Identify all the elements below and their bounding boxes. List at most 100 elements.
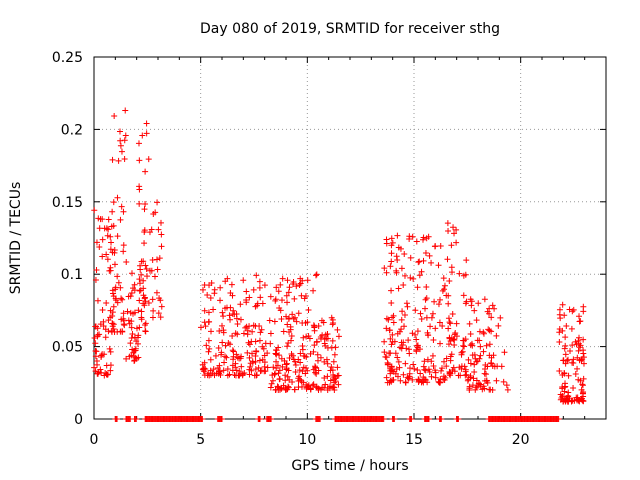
data-point — [133, 416, 140, 422]
data-point — [283, 386, 290, 393]
data-point — [402, 379, 409, 386]
data-point — [112, 295, 119, 302]
data-point — [240, 330, 247, 337]
data-point — [390, 319, 397, 326]
data-point — [556, 325, 563, 332]
data-point — [500, 378, 507, 385]
data-point — [107, 348, 114, 355]
data-point — [246, 366, 253, 373]
data-point — [295, 310, 302, 317]
data-point — [481, 296, 488, 303]
data-point — [114, 194, 121, 201]
data-point — [385, 316, 392, 323]
data-point — [460, 337, 467, 344]
data-point — [428, 314, 435, 321]
data-point — [453, 333, 460, 340]
data-point — [133, 338, 140, 345]
data-point — [292, 369, 299, 376]
data-point — [313, 271, 320, 278]
data-point — [436, 379, 443, 386]
data-point — [447, 320, 454, 327]
data-point — [390, 312, 397, 319]
data-point — [199, 361, 206, 368]
data-point — [136, 297, 143, 304]
data-point — [466, 320, 473, 327]
data-point — [418, 379, 425, 386]
data-point — [222, 353, 229, 360]
data-point — [495, 322, 502, 329]
data-point — [208, 279, 215, 286]
data-point — [462, 366, 469, 373]
data-point — [93, 358, 100, 365]
data-point — [381, 338, 388, 345]
data-point — [92, 277, 99, 284]
data-point — [261, 282, 268, 289]
data-point — [252, 366, 259, 373]
data-point — [404, 374, 411, 381]
data-point — [96, 243, 103, 250]
data-point — [448, 335, 455, 342]
data-point — [255, 364, 262, 371]
data-point — [440, 275, 447, 282]
data-point — [580, 375, 587, 382]
data-point — [250, 286, 257, 293]
data-point — [430, 363, 437, 370]
data-point — [404, 303, 411, 310]
data-point — [238, 363, 245, 370]
data-point — [154, 266, 161, 273]
data-point — [257, 368, 264, 375]
data-point — [142, 200, 149, 207]
data-point — [243, 288, 250, 295]
data-point — [314, 351, 321, 358]
data-point — [145, 156, 152, 163]
data-point — [556, 339, 563, 346]
data-point — [448, 242, 455, 249]
data-point — [398, 326, 405, 333]
data-point — [320, 319, 327, 326]
data-point — [463, 298, 470, 305]
data-point — [237, 316, 244, 323]
data-point — [470, 375, 477, 382]
data-point — [273, 284, 280, 291]
data-point — [229, 332, 236, 339]
data-point — [445, 315, 452, 322]
data-point — [286, 354, 293, 361]
data-point — [286, 376, 293, 383]
data-point — [447, 353, 454, 360]
data-point — [133, 355, 140, 362]
data-point — [157, 314, 164, 321]
data-point — [276, 375, 283, 382]
data-point — [128, 290, 135, 297]
data-point — [330, 358, 337, 365]
data-point — [136, 200, 143, 207]
data-point — [112, 284, 119, 291]
data-point — [570, 384, 577, 391]
data-point — [313, 370, 320, 377]
data-point — [274, 383, 281, 390]
data-point — [277, 281, 284, 288]
data-point — [403, 345, 410, 352]
data-point — [140, 258, 147, 265]
data-point — [315, 367, 322, 374]
data-point — [132, 354, 139, 361]
data-point — [115, 279, 122, 286]
data-point — [414, 366, 421, 373]
data-point — [448, 264, 455, 271]
data-point — [335, 333, 342, 340]
data-point — [141, 240, 148, 247]
data-point — [117, 142, 124, 149]
data-point — [278, 297, 285, 304]
data-point — [335, 381, 342, 388]
data-point — [400, 371, 407, 378]
x-tick-label: 0 — [90, 432, 99, 448]
data-point — [418, 316, 425, 323]
data-point — [300, 334, 307, 341]
data-point — [395, 244, 402, 251]
data-point — [451, 230, 458, 237]
data-point — [413, 336, 420, 343]
data-point — [274, 362, 281, 369]
data-point — [426, 252, 433, 259]
data-point — [420, 257, 427, 264]
data-point — [483, 342, 490, 349]
data-point — [283, 292, 290, 299]
